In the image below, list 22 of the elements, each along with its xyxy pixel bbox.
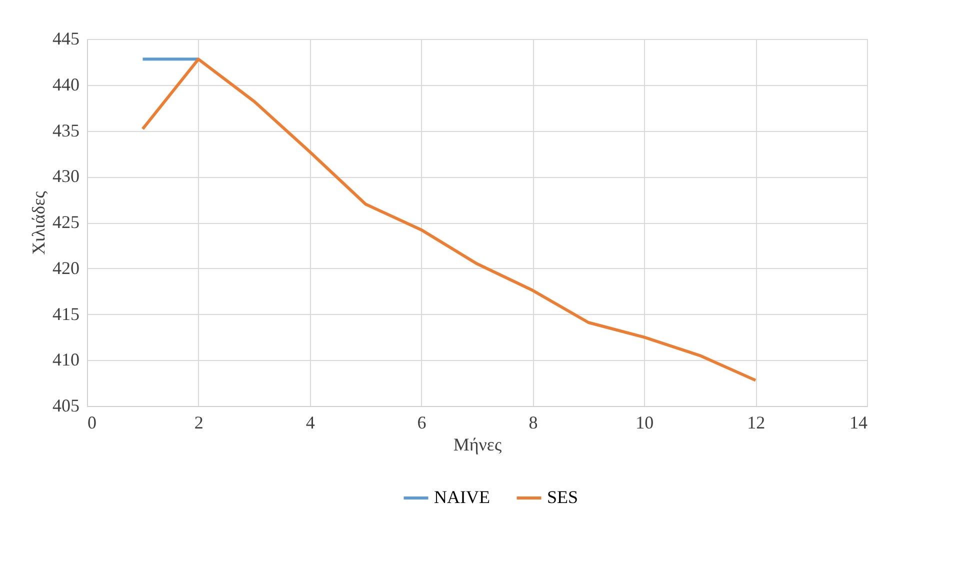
- x-tick-label: 10: [636, 412, 654, 432]
- y-axis-title: Χιλιάδες: [28, 191, 48, 255]
- x-tick-label: 6: [417, 412, 426, 432]
- x-tick-label: 2: [194, 412, 204, 432]
- x-tick-label: 0: [88, 412, 96, 432]
- y-tick-label: 420: [52, 258, 80, 278]
- y-tick-label: 415: [52, 304, 80, 324]
- line-series: [141, 58, 758, 382]
- x-tick-label: 4: [306, 412, 315, 432]
- y-tick-label: 425: [52, 212, 80, 232]
- x-tick-label: 8: [528, 412, 538, 432]
- y-tick-label: 445: [52, 28, 80, 48]
- legend-label: SES: [547, 487, 578, 507]
- y-tick-label: 405: [52, 396, 80, 416]
- legend-label: NAIVE: [434, 487, 490, 507]
- y-tick-label: 410: [52, 350, 80, 370]
- y-tick-label: 430: [52, 166, 80, 186]
- y-tick-label: 435: [52, 120, 80, 140]
- x-tick-label: 14: [850, 412, 868, 432]
- y-tick-label: 440: [52, 74, 80, 94]
- x-tick-label: 12: [747, 412, 766, 432]
- x-axis-title: Μήνες: [453, 434, 502, 454]
